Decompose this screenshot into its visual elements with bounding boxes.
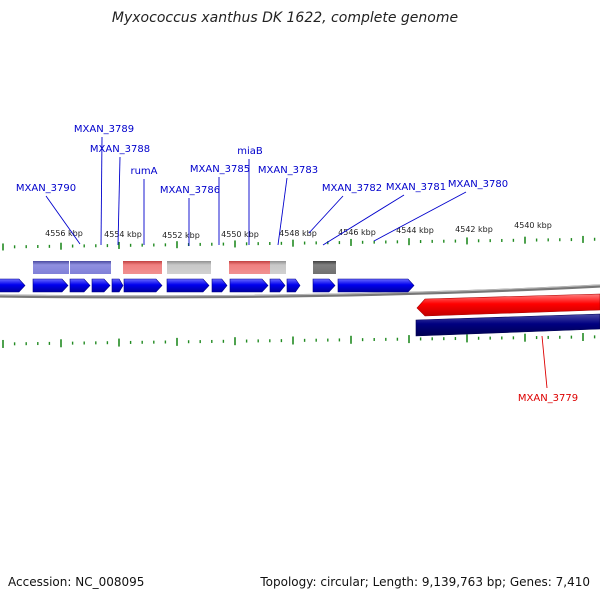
feature-box xyxy=(270,261,286,274)
reverse-gene-track xyxy=(415,293,600,337)
forward-gene-arrow[interactable] xyxy=(269,278,286,293)
scale-label: 4550 kbp xyxy=(221,230,259,239)
genome-summary: Topology: circular; Length: 9,139,763 bp… xyxy=(259,575,590,589)
reverse-gene-arrow-navy[interactable] xyxy=(415,313,600,337)
forward-gene-arrow[interactable] xyxy=(337,278,415,293)
label-leader-line xyxy=(100,136,103,246)
feature-box xyxy=(123,261,162,274)
backbone xyxy=(0,284,600,299)
scale-label: 4554 kbp xyxy=(104,230,142,239)
forward-gene-arrow[interactable] xyxy=(286,278,301,293)
backbone-arc xyxy=(0,284,600,299)
scale-label: 4548 kbp xyxy=(279,229,317,238)
accession-text: Accession: NC_008095 xyxy=(8,575,144,589)
forward-gene-arrow[interactable] xyxy=(111,278,124,293)
gene-label[interactable]: MXAN_3785 xyxy=(190,164,250,175)
forward-gene-track xyxy=(0,278,415,293)
label-leader-line xyxy=(322,194,405,246)
scale-label: 4546 kbp xyxy=(338,228,376,237)
forward-gene-arrow[interactable] xyxy=(211,278,228,293)
label-leader-line xyxy=(45,195,81,245)
label-leader-line xyxy=(308,195,344,234)
gene-label[interactable]: MXAN_3789 xyxy=(74,124,134,135)
gene-label[interactable]: MXAN_3779 xyxy=(518,393,578,404)
gene-label[interactable]: miaB xyxy=(237,146,263,157)
scale-label: 4544 kbp xyxy=(396,226,434,235)
scale-label: 4556 kbp xyxy=(45,229,83,238)
forward-gene-arrow[interactable] xyxy=(91,278,111,293)
feature-box xyxy=(313,261,336,274)
feature-box xyxy=(229,261,270,274)
gene-labels: MXAN_3790 MXAN_3789 MXAN_3788 rumAMXAN_3786… xyxy=(16,124,578,404)
label-leader-line xyxy=(277,177,288,246)
gene-label[interactable]: MXAN_3783 xyxy=(258,165,318,176)
gene-label[interactable]: rumA xyxy=(130,166,157,177)
scale-labels: 4556 kbp 4554 kbp 4552 kbp 4550 kbp 4548 kbp… xyxy=(45,221,552,240)
label-leader-line xyxy=(373,191,467,242)
gene-label[interactable]: MXAN_3782 xyxy=(322,183,382,194)
scale-label: 4542 kbp xyxy=(455,225,493,234)
gene-label[interactable]: MXAN_3786 xyxy=(160,185,220,196)
feature-box xyxy=(92,261,111,274)
reverse-gene-arrow-red[interactable] xyxy=(416,293,600,317)
forward-gene-arrow[interactable] xyxy=(0,278,26,293)
forward-gene-arrow[interactable] xyxy=(69,278,91,293)
inner-tick-track xyxy=(2,333,596,348)
label-leader-line xyxy=(117,156,121,246)
genome-title: Myxococcus xanthus DK 1622, complete gen… xyxy=(112,10,458,26)
outer-tick-track xyxy=(2,235,596,251)
feature-box xyxy=(167,261,211,274)
feature-track xyxy=(33,261,336,274)
gene-label[interactable]: MXAN_3788 xyxy=(90,144,150,155)
label-leader-lines xyxy=(45,136,548,389)
forward-gene-arrow[interactable] xyxy=(166,278,210,293)
scale-label: 4540 kbp xyxy=(514,221,552,230)
forward-gene-arrow[interactable] xyxy=(123,278,163,293)
backbone-highlight xyxy=(0,284,600,297)
gene-label[interactable]: MXAN_3781 xyxy=(386,182,446,193)
feature-box xyxy=(70,261,92,274)
scale-label: 4552 kbp xyxy=(162,231,200,240)
gene-label[interactable]: MXAN_3790 xyxy=(16,183,76,194)
gene-label[interactable]: MXAN_3780 xyxy=(448,179,508,190)
label-leader-line xyxy=(541,335,548,389)
forward-gene-arrow[interactable] xyxy=(32,278,69,293)
forward-gene-arrow[interactable] xyxy=(312,278,336,293)
forward-gene-arrow[interactable] xyxy=(229,278,269,293)
feature-box xyxy=(33,261,69,274)
